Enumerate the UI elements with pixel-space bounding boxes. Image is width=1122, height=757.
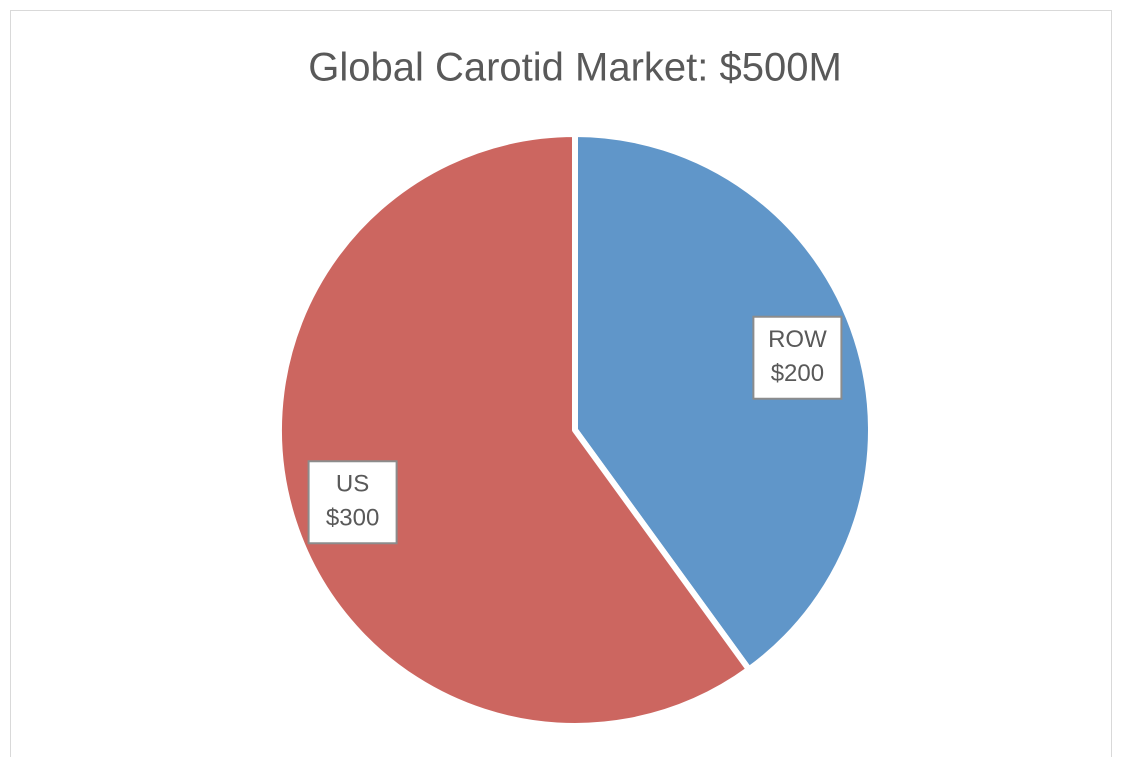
data-label-category: US [336,471,369,498]
data-label-box [307,460,398,545]
data-label-category: ROW [768,326,827,353]
data-label-value: $300 [326,505,379,532]
data-label-box [752,315,843,400]
data-label-value: $200 [771,360,824,387]
pie-slice [572,131,874,673]
pie-slice [276,131,752,729]
chart-title: Global Carotid Market: $500M [308,46,842,90]
